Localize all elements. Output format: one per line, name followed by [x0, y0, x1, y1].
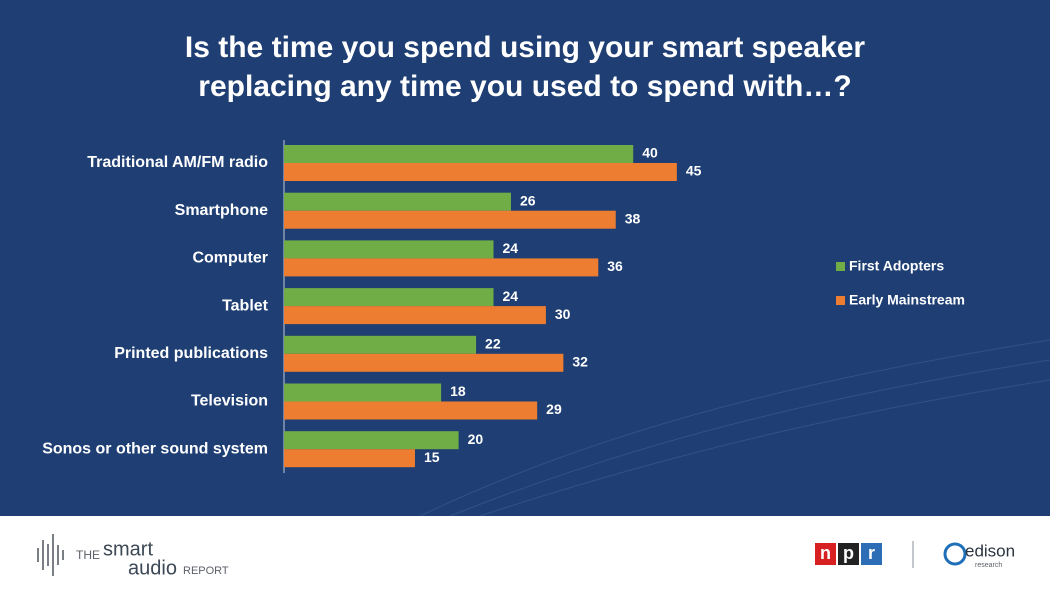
category-label: Traditional AM/FM radio	[87, 154, 268, 171]
bar	[284, 431, 459, 450]
bar	[284, 335, 477, 354]
bar	[284, 210, 616, 229]
logo-text: smart	[103, 538, 153, 560]
logo-text: THE	[76, 548, 100, 562]
value-label: 22	[485, 336, 501, 352]
bar	[284, 306, 546, 325]
value-label: 36	[607, 258, 623, 274]
bar	[284, 401, 538, 420]
bar	[284, 383, 442, 402]
value-label: 26	[520, 192, 536, 208]
bar	[284, 145, 634, 163]
value-label: 18	[450, 383, 466, 399]
logo-text: n	[820, 543, 831, 563]
bar	[284, 192, 511, 211]
category-label: Tablet	[222, 297, 269, 314]
category-label: Television	[191, 393, 268, 410]
value-label: 30	[555, 306, 571, 322]
plot: Traditional AM/FM radio 40 45 Smartphone 26 3…	[42, 145, 965, 468]
bar	[284, 449, 415, 468]
report-logo: THE smart audio REPORT	[37, 534, 229, 579]
legend-label: Early Mainstream	[849, 292, 965, 308]
footer	[0, 516, 1050, 591]
npr-logo: n p r	[815, 543, 882, 565]
background	[0, 0, 1050, 516]
logo-text: p	[843, 543, 854, 563]
bar	[284, 288, 494, 307]
legend-swatch	[836, 296, 845, 305]
logo-text: r	[868, 543, 875, 563]
bar	[284, 240, 494, 259]
bar	[284, 258, 599, 277]
logo-text: edison	[965, 541, 1015, 560]
value-label: 40	[642, 145, 658, 161]
category-label: Computer	[192, 250, 268, 267]
logo-text: audio	[128, 557, 177, 579]
legend-label: First Adopters	[849, 258, 944, 274]
bar	[284, 353, 564, 372]
bar	[284, 163, 677, 181]
value-label: 45	[686, 163, 702, 179]
category-label: Smartphone	[175, 202, 268, 219]
value-label: 15	[424, 449, 440, 465]
legend-swatch	[836, 262, 845, 271]
value-label: 24	[503, 240, 519, 256]
value-label: 24	[503, 288, 519, 304]
value-label: 20	[468, 431, 484, 447]
value-label: 29	[546, 401, 562, 417]
logo-text: REPORT	[183, 565, 229, 577]
category-label: Printed publications	[114, 345, 268, 362]
value-label: 38	[625, 210, 641, 226]
decoration	[419, 339, 1050, 517]
chart-title: Is the time you spend using your smart s…	[185, 31, 866, 64]
value-label: 32	[572, 354, 588, 370]
logo-text: research	[975, 562, 1002, 569]
chart-title: replacing any time you used to spend wit…	[198, 70, 851, 103]
category-label: Sonos or other sound system	[42, 440, 268, 457]
edison-logo: edison research	[943, 541, 1015, 569]
